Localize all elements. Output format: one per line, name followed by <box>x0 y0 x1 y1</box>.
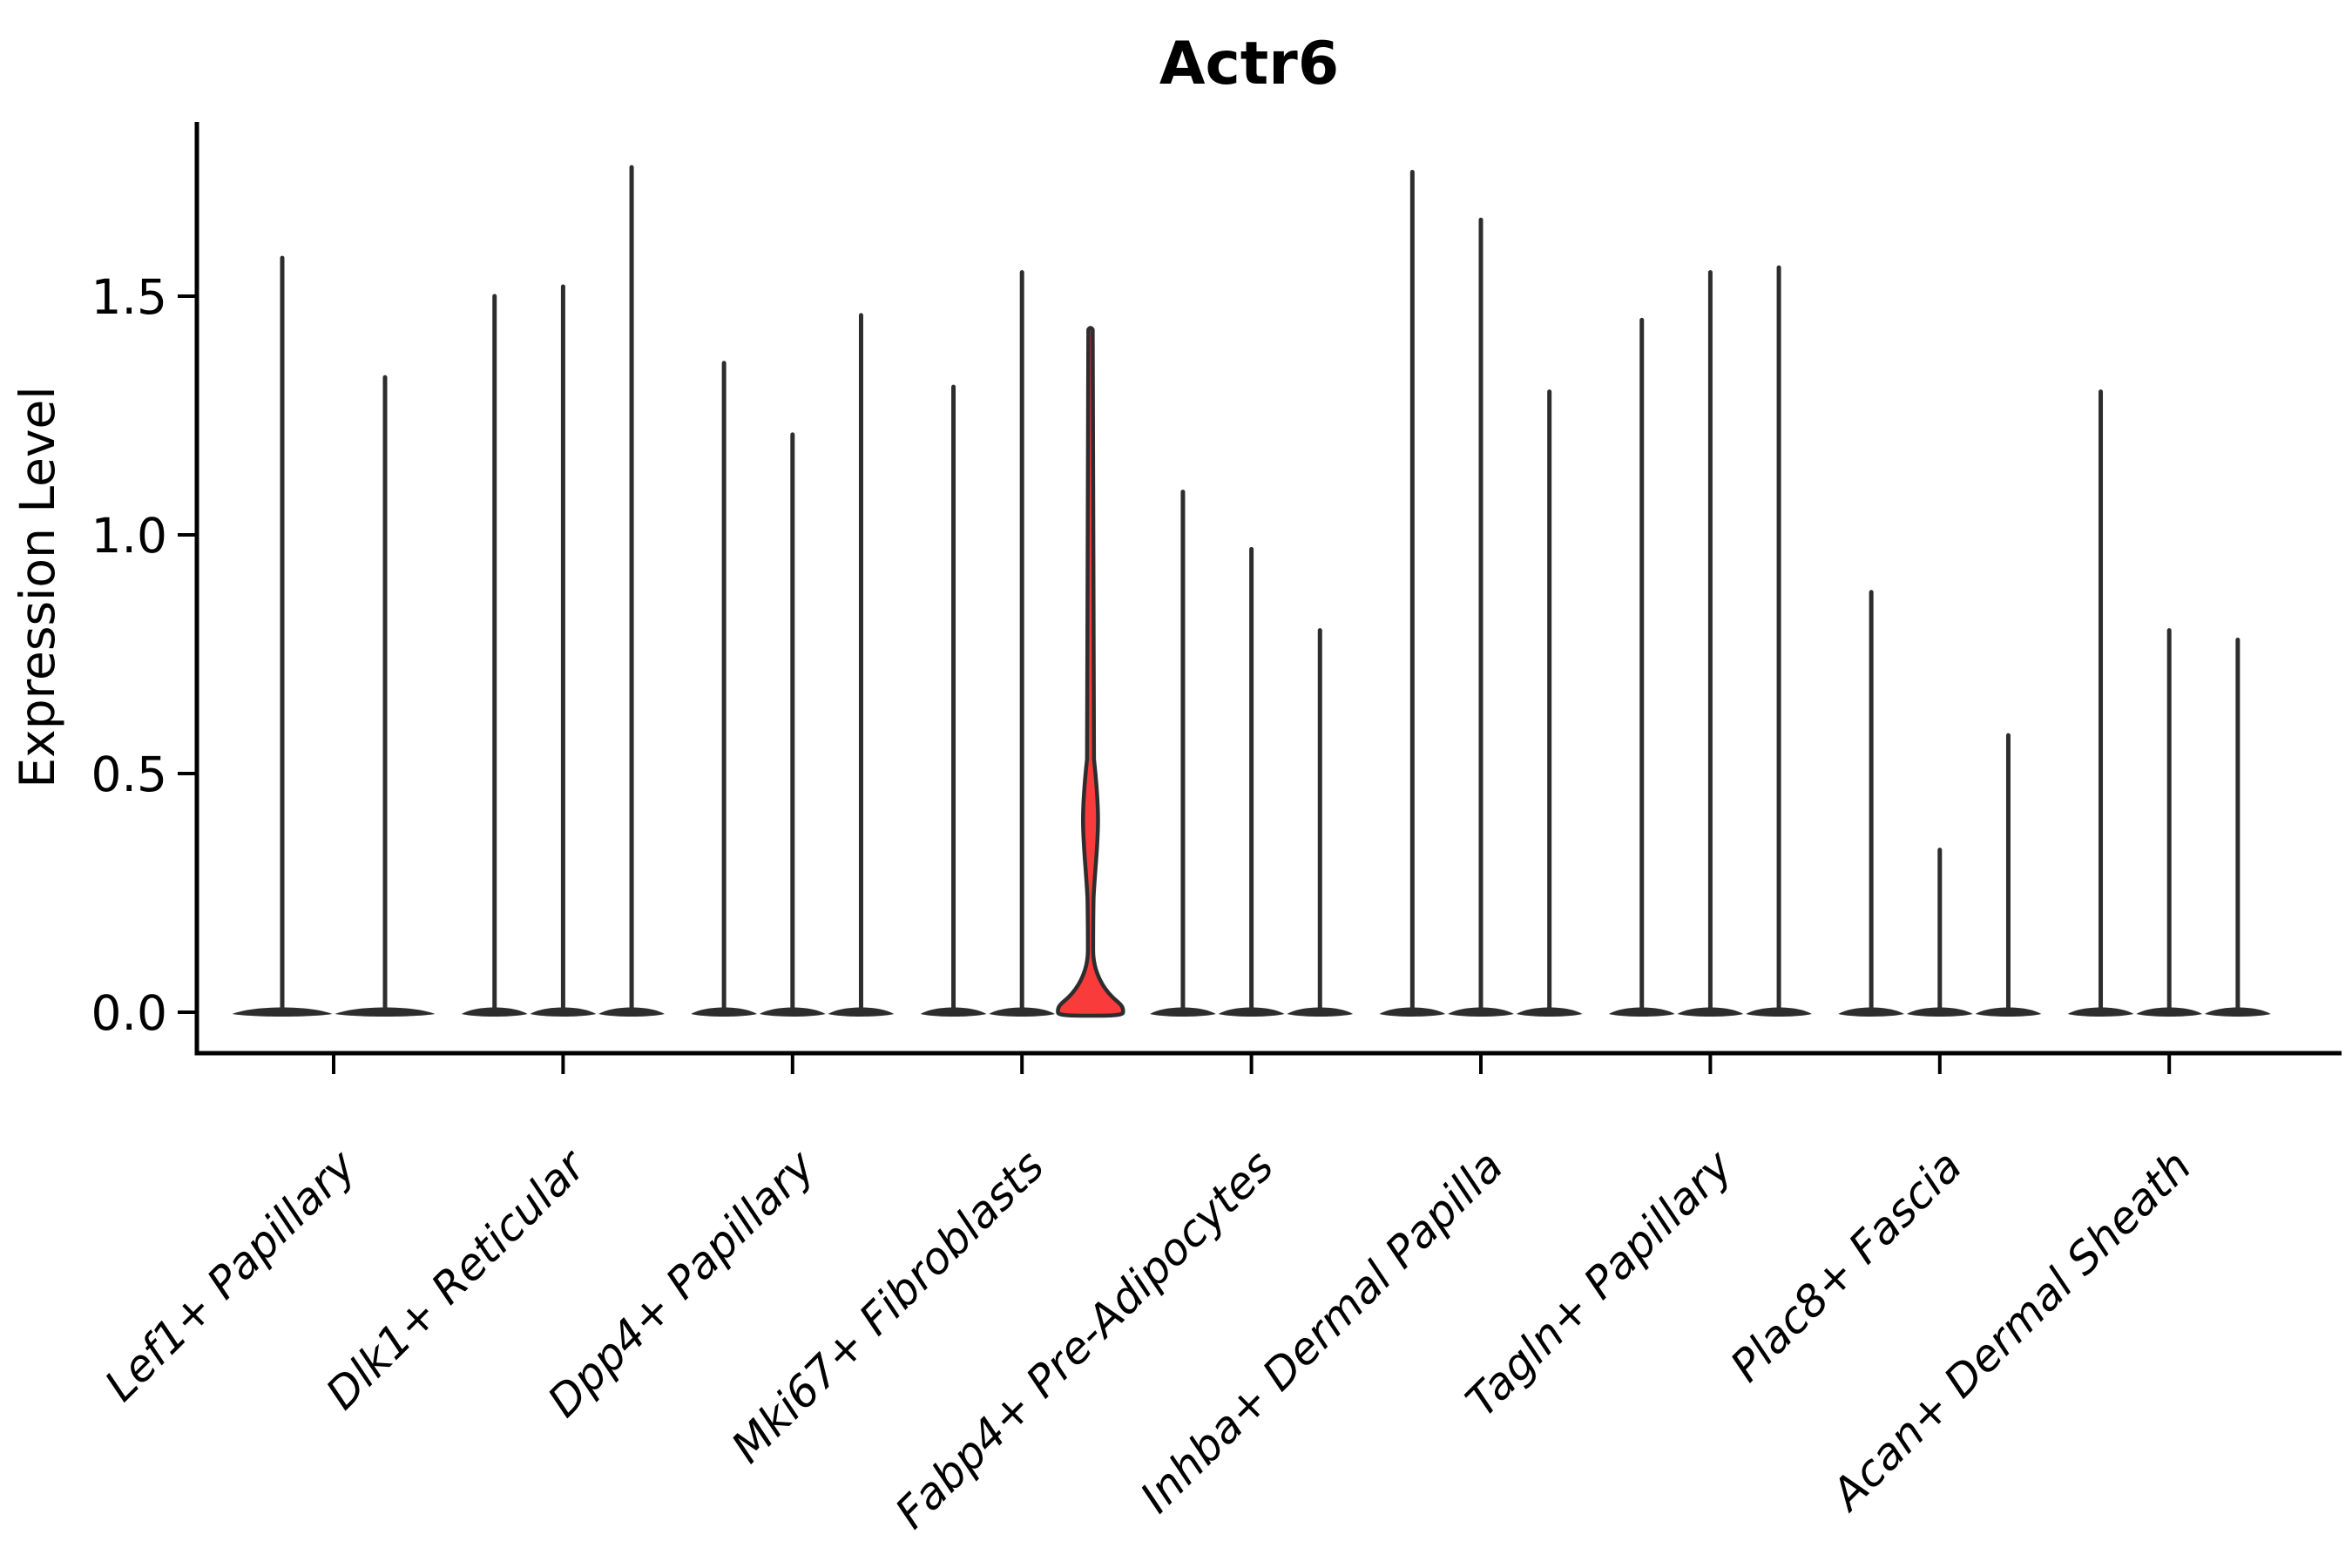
axes <box>194 122 2342 1056</box>
y-axis-label: Expression Level <box>10 386 65 787</box>
y-tick-label: 1.5 <box>91 269 167 325</box>
chart-title: Actr6 <box>1159 30 1339 98</box>
x-tick-label: Inhba+ Dermal Papilla <box>1131 1140 1512 1522</box>
x-tick-label: Fabp4+ Pre-Adipocytes <box>886 1140 1284 1538</box>
x-tick-label: Plac8+ Fascia <box>1720 1140 1971 1391</box>
x-tick-label: Acan+ Dermal Sheath <box>1821 1140 2201 1521</box>
violin-highlighted <box>1056 326 1125 1018</box>
x-tick-label: Lef1+ Papillary <box>95 1139 366 1410</box>
y-axis-ticks: 0.0 0.5 1.0 1.5 <box>91 269 197 1041</box>
y-tick-label: 0.5 <box>91 747 167 802</box>
y-tick-label: 0.0 <box>91 985 167 1041</box>
violins-layer <box>232 165 2271 1018</box>
y-tick-label: 1.0 <box>91 508 167 564</box>
